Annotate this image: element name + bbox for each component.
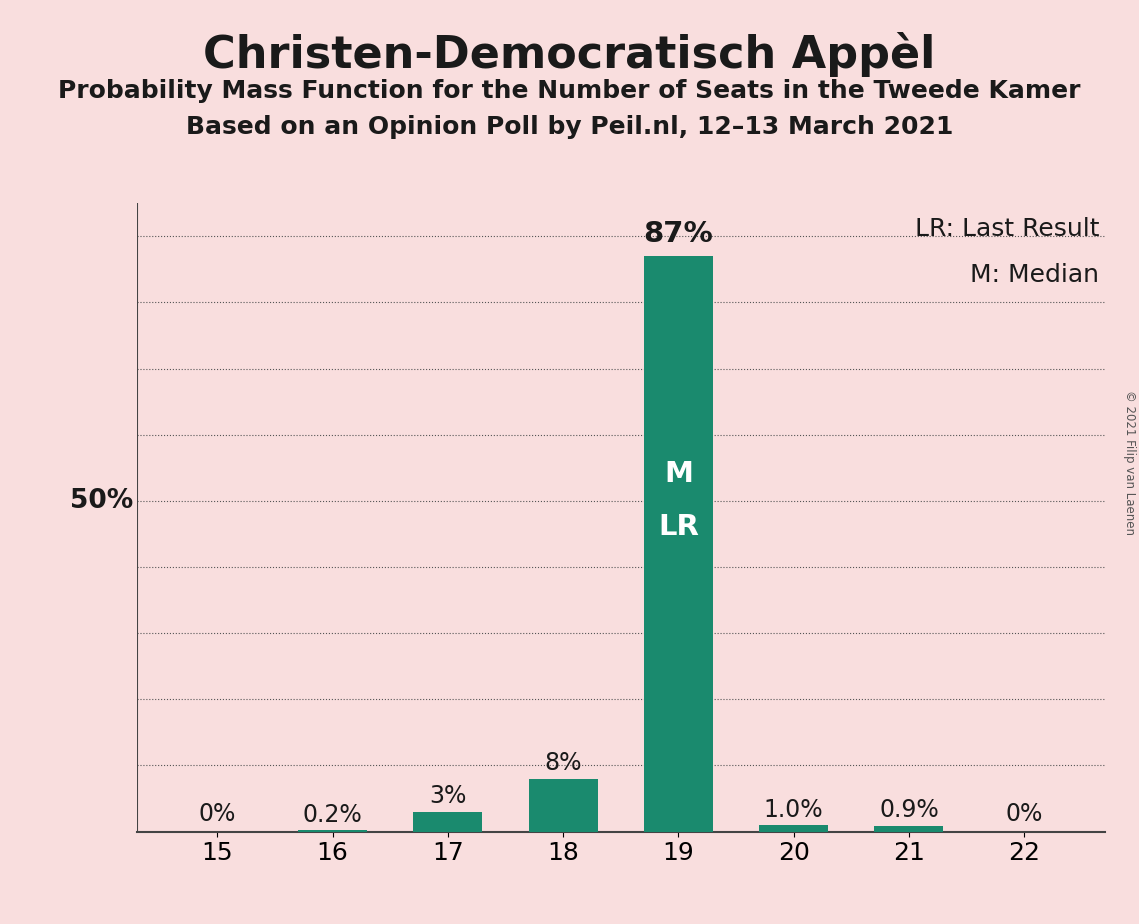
Bar [528, 779, 598, 832]
Text: M: Median: M: Median [970, 262, 1099, 286]
Text: 0.9%: 0.9% [879, 798, 939, 822]
Bar [644, 256, 713, 832]
Bar [413, 812, 483, 832]
Text: 8%: 8% [544, 751, 582, 775]
Text: 1.0%: 1.0% [764, 797, 823, 821]
Text: M: M [664, 459, 693, 488]
Text: LR: Last Result: LR: Last Result [915, 216, 1099, 240]
Text: 0%: 0% [198, 802, 236, 826]
Text: Based on an Opinion Poll by Peil.nl, 12–13 March 2021: Based on an Opinion Poll by Peil.nl, 12–… [186, 115, 953, 139]
Text: 0%: 0% [1006, 802, 1043, 826]
Text: 0.2%: 0.2% [303, 803, 362, 827]
Text: 50%: 50% [69, 488, 133, 514]
Text: Christen-Democratisch Appèl: Christen-Democratisch Appèl [204, 32, 935, 78]
Bar [298, 831, 367, 832]
Text: © 2021 Filip van Laenen: © 2021 Filip van Laenen [1123, 390, 1137, 534]
Text: Probability Mass Function for the Number of Seats in the Tweede Kamer: Probability Mass Function for the Number… [58, 79, 1081, 103]
Bar [759, 825, 828, 832]
Text: 87%: 87% [644, 220, 713, 249]
Text: 3%: 3% [429, 784, 467, 808]
Bar [875, 826, 943, 832]
Text: LR: LR [658, 513, 699, 541]
